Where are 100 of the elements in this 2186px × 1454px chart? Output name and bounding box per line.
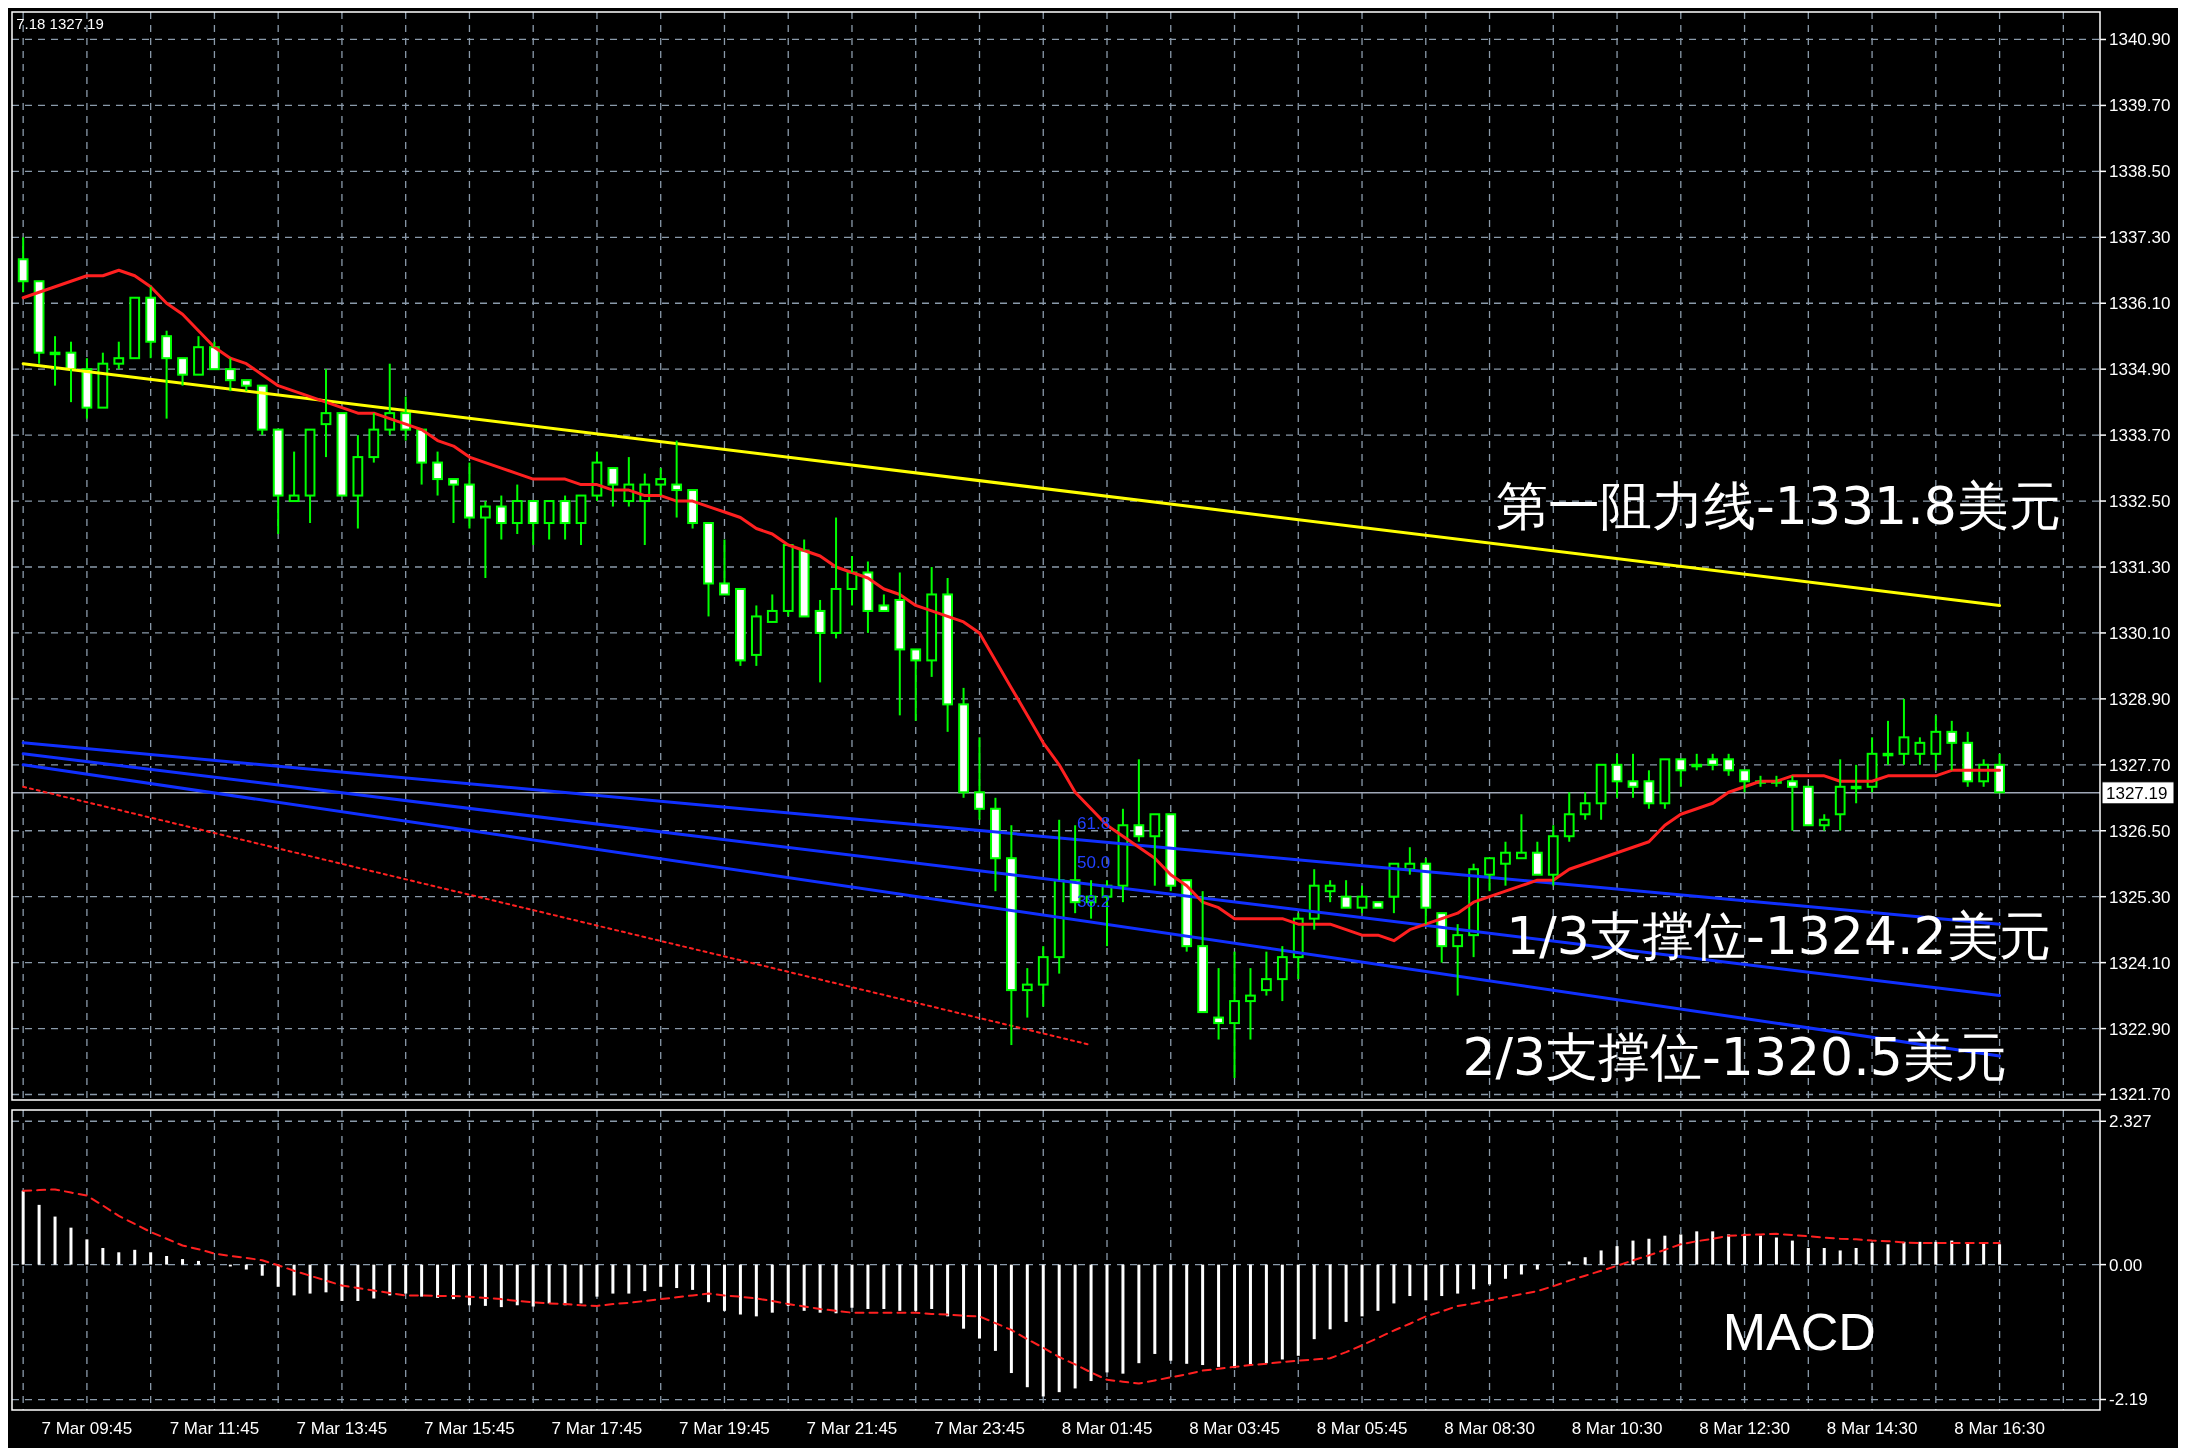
- bar: [1950, 1240, 1954, 1265]
- candlestick: [1452, 923, 1464, 997]
- bar: [643, 1264, 647, 1292]
- candlestick: [1627, 752, 1639, 799]
- bar: [340, 1264, 344, 1301]
- x-tick-label: 8 Mar 05:45: [1316, 1419, 1408, 1438]
- bar: [292, 1264, 296, 1296]
- bar: [1583, 1257, 1587, 1265]
- bar: [1998, 1244, 2002, 1265]
- candlestick: [224, 357, 236, 393]
- candlestick: [990, 796, 1001, 893]
- candlestick: [352, 434, 364, 530]
- candlestick: [145, 285, 157, 360]
- bar: [69, 1227, 73, 1265]
- bar: [754, 1264, 758, 1317]
- annotation: 第一阻力线-1331.8美元: [1496, 476, 2061, 537]
- bar: [388, 1264, 392, 1296]
- bar: [595, 1264, 599, 1297]
- candlestick: [1962, 730, 1974, 788]
- bar: [1296, 1264, 1300, 1356]
- bar: [452, 1264, 456, 1300]
- bar: [1519, 1264, 1523, 1275]
- x-tick-label: 8 Mar 10:30: [1571, 1419, 1663, 1438]
- bar: [531, 1264, 535, 1307]
- bar: [1663, 1235, 1667, 1265]
- candlestick: [1420, 857, 1432, 926]
- bar: [1105, 1264, 1109, 1373]
- bar: [1169, 1264, 1173, 1361]
- x-tick-label: 7 Mar 19:45: [679, 1419, 770, 1438]
- candlestick: [1356, 884, 1368, 915]
- y-tick-label: 1324.10: [2109, 953, 2171, 973]
- y-tick-label: 1333.70: [2109, 426, 2171, 446]
- candlestick: [1308, 868, 1320, 931]
- y-tick-label: 2.327: [2109, 1112, 2152, 1132]
- annotation: 50.0: [1077, 852, 1111, 872]
- x-tick-label: 8 Mar 03:45: [1189, 1419, 1280, 1438]
- bar: [691, 1264, 695, 1290]
- bar: [276, 1264, 280, 1287]
- candlestick: [1037, 945, 1049, 1008]
- bar: [1774, 1237, 1778, 1265]
- bar: [356, 1264, 360, 1301]
- bar: [1711, 1231, 1715, 1265]
- bar: [834, 1264, 838, 1314]
- bar: [1631, 1240, 1635, 1265]
- bar: [802, 1264, 806, 1311]
- candlestick: [1245, 967, 1256, 1041]
- bar: [738, 1264, 742, 1315]
- bar: [1057, 1264, 1061, 1393]
- bar: [1360, 1264, 1364, 1317]
- candlestick: [113, 340, 125, 371]
- y-tick-label: 0.00: [2109, 1255, 2143, 1275]
- bar: [707, 1264, 711, 1303]
- candlestick: [1563, 791, 1575, 843]
- y-tick-label: 1321.70: [2109, 1085, 2171, 1105]
- x-tick-label: 8 Mar 01:45: [1061, 1419, 1153, 1438]
- annotation: MACD: [1722, 1303, 1876, 1362]
- candlestick: [894, 571, 906, 717]
- bar: [898, 1264, 902, 1311]
- bar: [1966, 1243, 1970, 1265]
- bar: [101, 1247, 105, 1265]
- bar: [1217, 1264, 1221, 1367]
- bar: [37, 1204, 41, 1265]
- bar: [483, 1264, 487, 1306]
- bar: [85, 1239, 89, 1265]
- x-tick-label: 7 Mar 11:45: [169, 1419, 260, 1438]
- bar: [1615, 1246, 1619, 1265]
- bar: [914, 1264, 918, 1311]
- bar: [181, 1259, 185, 1265]
- x-tick-label: 7 Mar 09:45: [41, 1419, 133, 1438]
- bar: [1503, 1264, 1507, 1279]
- y-tick-label: 1340.90: [2109, 30, 2171, 50]
- candlestick: [671, 439, 683, 519]
- candlestick: [1021, 967, 1033, 1019]
- bar: [1153, 1264, 1157, 1354]
- bar: [1647, 1238, 1651, 1265]
- bar: [1854, 1247, 1858, 1265]
- candlestick: [1946, 719, 1958, 772]
- bar: [1472, 1264, 1476, 1290]
- candlestick: [368, 412, 380, 464]
- y-tick-label: 1336.10: [2109, 294, 2171, 314]
- candlestick: [1053, 818, 1065, 975]
- candlestick: [814, 598, 826, 684]
- bar: [1727, 1234, 1731, 1265]
- bar: [260, 1264, 264, 1276]
- y-tick-label: 1332.50: [2109, 492, 2171, 511]
- y-tick-label: 1326.50: [2109, 821, 2171, 841]
- candlestick: [464, 461, 475, 530]
- bar: [499, 1264, 503, 1308]
- y-tick-label: 1334.90: [2109, 360, 2171, 380]
- bar: [1137, 1264, 1141, 1364]
- bar: [21, 1190, 25, 1265]
- bar: [1838, 1250, 1842, 1265]
- bar: [786, 1264, 790, 1306]
- x-tick-label: 8 Mar 08:30: [1444, 1419, 1535, 1438]
- bar: [1488, 1264, 1492, 1285]
- x-tick-label: 8 Mar 12:30: [1699, 1419, 1790, 1438]
- bar: [1440, 1264, 1444, 1297]
- y-tick-label: 1337.30: [2109, 228, 2171, 248]
- bar: [1312, 1264, 1316, 1340]
- bar: [149, 1252, 153, 1265]
